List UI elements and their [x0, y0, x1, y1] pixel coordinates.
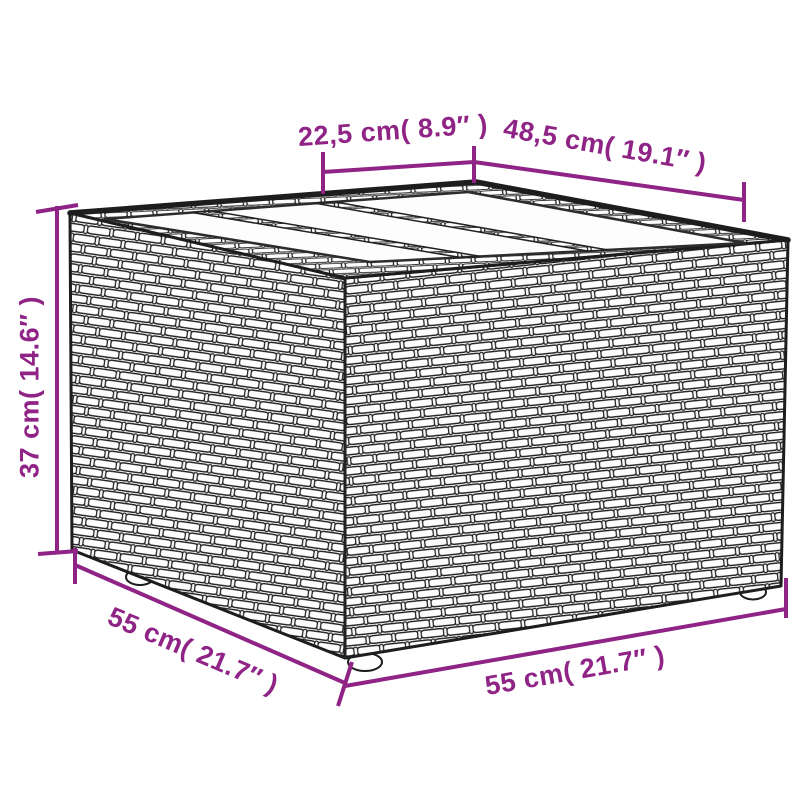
dimension-line-height [35, 203, 79, 556]
dimension-label-height: 37 cm( 14.6″ ) [14, 295, 45, 479]
dimension-line-top-small [321, 146, 476, 194]
rattan-table [67, 179, 791, 672]
dimension-line-width [344, 578, 788, 688]
table-front-right-wall [343, 238, 790, 660]
dimension-line-top-large [473, 160, 746, 222]
dimension-lines [35, 146, 788, 707]
table-front-left-wall [68, 211, 347, 660]
glass-panel-divider [315, 201, 609, 252]
glass-table-top [103, 190, 747, 264]
glass-panel-divider [191, 210, 481, 259]
